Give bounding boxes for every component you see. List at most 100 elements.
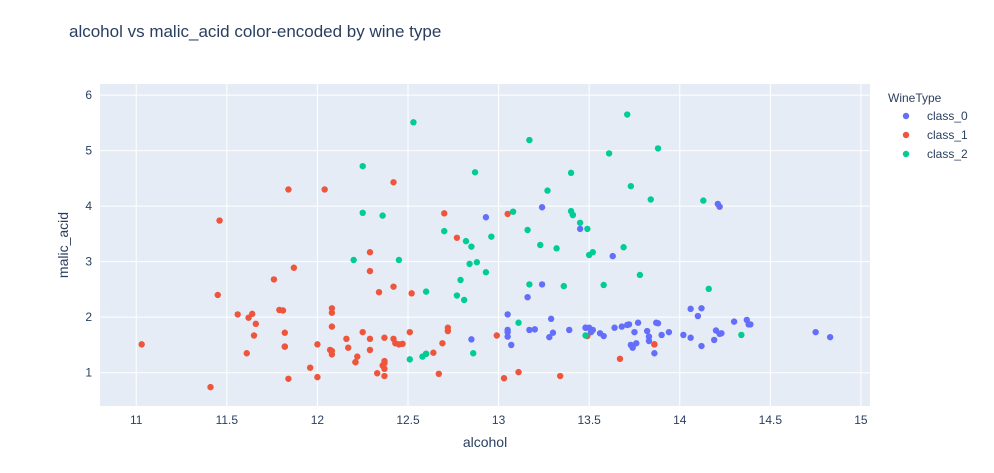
data-point-class_1[interactable] (290, 264, 298, 271)
data-points[interactable] (138, 111, 834, 391)
data-point-class_1[interactable] (381, 372, 388, 380)
data-point-class_2[interactable] (350, 256, 357, 264)
data-point-class_1[interactable] (138, 341, 145, 348)
data-point-class_0[interactable] (694, 312, 702, 320)
data-point-class_1[interactable] (328, 309, 336, 316)
data-point-class_1[interactable] (328, 347, 336, 355)
data-point-class_1[interactable] (439, 340, 446, 347)
data-point-class_0[interactable] (698, 342, 705, 350)
data-point-class_2[interactable] (589, 249, 596, 256)
data-point-class_1[interactable] (285, 186, 292, 193)
data-point-class_1[interactable] (375, 288, 383, 296)
data-point-class_2[interactable] (460, 296, 468, 304)
data-point-class_1[interactable] (250, 332, 258, 339)
data-point-class_2[interactable] (537, 241, 544, 249)
data-point-class_0[interactable] (549, 329, 557, 336)
data-point-class_2[interactable] (627, 182, 635, 190)
legend-item-class_2[interactable]: class_2 (902, 147, 968, 161)
data-point-class_0[interactable] (600, 332, 607, 340)
data-point-class_1[interactable] (270, 276, 278, 283)
data-point-class_2[interactable] (379, 212, 386, 219)
data-point-class_0[interactable] (633, 340, 640, 347)
data-point-class_0[interactable] (468, 336, 475, 343)
data-point-class_1[interactable] (321, 186, 328, 193)
data-point-class_1[interactable] (207, 383, 214, 391)
data-point-class_2[interactable] (567, 169, 575, 177)
data-point-class_2[interactable] (410, 119, 417, 126)
data-point-class_2[interactable] (471, 169, 479, 176)
data-point-class_1[interactable] (390, 335, 397, 343)
data-point-class_0[interactable] (589, 326, 596, 334)
data-point-class_2[interactable] (524, 226, 531, 234)
data-point-class_2[interactable] (422, 350, 430, 358)
data-point-class_2[interactable] (406, 356, 414, 363)
data-point-class_1[interactable] (430, 349, 437, 356)
data-point-class_2[interactable] (466, 260, 473, 268)
data-point-class_2[interactable] (647, 196, 654, 203)
data-point-class_0[interactable] (718, 330, 725, 337)
data-point-class_1[interactable] (248, 310, 256, 318)
data-point-class_1[interactable] (406, 328, 414, 336)
data-point-class_2[interactable] (453, 292, 461, 299)
data-point-class_1[interactable] (216, 217, 223, 224)
data-point-class_1[interactable] (500, 375, 508, 382)
data-point-class_1[interactable] (345, 344, 352, 351)
data-point-class_0[interactable] (631, 328, 638, 336)
data-point-class_2[interactable] (441, 227, 448, 235)
data-point-class_1[interactable] (314, 373, 321, 381)
data-point-class_0[interactable] (658, 331, 665, 339)
data-point-class_2[interactable] (620, 244, 627, 251)
legend[interactable]: WineType class_0 class_1 class_2 (888, 91, 968, 161)
data-point-class_2[interactable] (526, 136, 533, 144)
data-point-class_0[interactable] (582, 324, 589, 331)
data-point-class_1[interactable] (354, 353, 361, 360)
data-point-class_0[interactable] (576, 225, 584, 233)
data-point-class_1[interactable] (453, 234, 461, 241)
data-point-class_2[interactable] (526, 281, 533, 288)
data-point-class_1[interactable] (390, 283, 397, 290)
data-point-class_1[interactable] (366, 267, 374, 275)
data-point-class_0[interactable] (609, 252, 616, 260)
data-point-class_2[interactable] (654, 145, 662, 152)
data-point-class_0[interactable] (698, 305, 705, 312)
data-point-class_2[interactable] (359, 209, 366, 216)
data-point-class_0[interactable] (547, 315, 555, 323)
data-point-class_1[interactable] (343, 335, 350, 343)
data-point-class_0[interactable] (504, 333, 511, 340)
data-point-class_1[interactable] (374, 370, 381, 377)
data-point-class_2[interactable] (553, 245, 560, 252)
data-point-class_2[interactable] (462, 237, 470, 245)
data-point-class_1[interactable] (234, 311, 241, 318)
data-point-class_2[interactable] (488, 233, 495, 240)
data-point-class_0[interactable] (680, 331, 687, 339)
data-point-class_0[interactable] (645, 333, 653, 340)
data-point-class_0[interactable] (643, 327, 651, 335)
data-point-class_1[interactable] (441, 210, 448, 217)
data-point-class_1[interactable] (252, 320, 260, 328)
data-point-class_1[interactable] (281, 329, 288, 336)
data-point-class_2[interactable] (544, 187, 551, 194)
data-point-class_1[interactable] (390, 179, 397, 186)
data-point-class_0[interactable] (747, 321, 754, 328)
data-point-class_0[interactable] (634, 319, 642, 326)
data-point-class_2[interactable] (636, 271, 644, 279)
data-point-class_1[interactable] (515, 368, 522, 376)
data-point-class_1[interactable] (352, 358, 359, 366)
data-point-class_2[interactable] (470, 350, 477, 357)
data-point-class_1[interactable] (381, 357, 388, 365)
data-point-class_2[interactable] (600, 281, 607, 289)
data-point-class_1[interactable] (651, 341, 658, 348)
data-point-class_2[interactable] (509, 208, 517, 215)
data-point-class_2[interactable] (569, 211, 577, 219)
data-point-class_0[interactable] (716, 203, 723, 210)
data-point-class_2[interactable] (468, 243, 475, 250)
data-point-class_1[interactable] (366, 335, 374, 343)
data-point-class_1[interactable] (366, 249, 374, 256)
legend-item-class_1[interactable]: class_1 (902, 128, 968, 142)
data-point-class_1[interactable] (359, 328, 366, 336)
data-point-class_0[interactable] (566, 326, 573, 334)
data-point-class_1[interactable] (243, 350, 250, 357)
data-point-class_2[interactable] (624, 111, 631, 118)
data-point-class_1[interactable] (504, 210, 511, 218)
data-point-class_1[interactable] (435, 370, 442, 377)
